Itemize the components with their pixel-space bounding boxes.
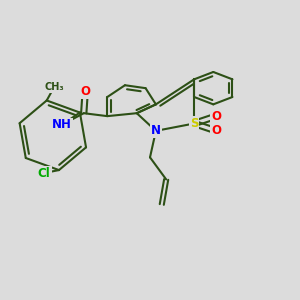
Text: CH₃: CH₃ bbox=[44, 82, 64, 92]
Text: O: O bbox=[80, 85, 90, 98]
Text: S: S bbox=[190, 117, 198, 130]
Text: Cl: Cl bbox=[38, 167, 51, 179]
Text: O: O bbox=[211, 124, 221, 137]
Text: O: O bbox=[211, 110, 221, 123]
Text: NH: NH bbox=[52, 118, 72, 131]
Text: N: N bbox=[151, 124, 161, 137]
